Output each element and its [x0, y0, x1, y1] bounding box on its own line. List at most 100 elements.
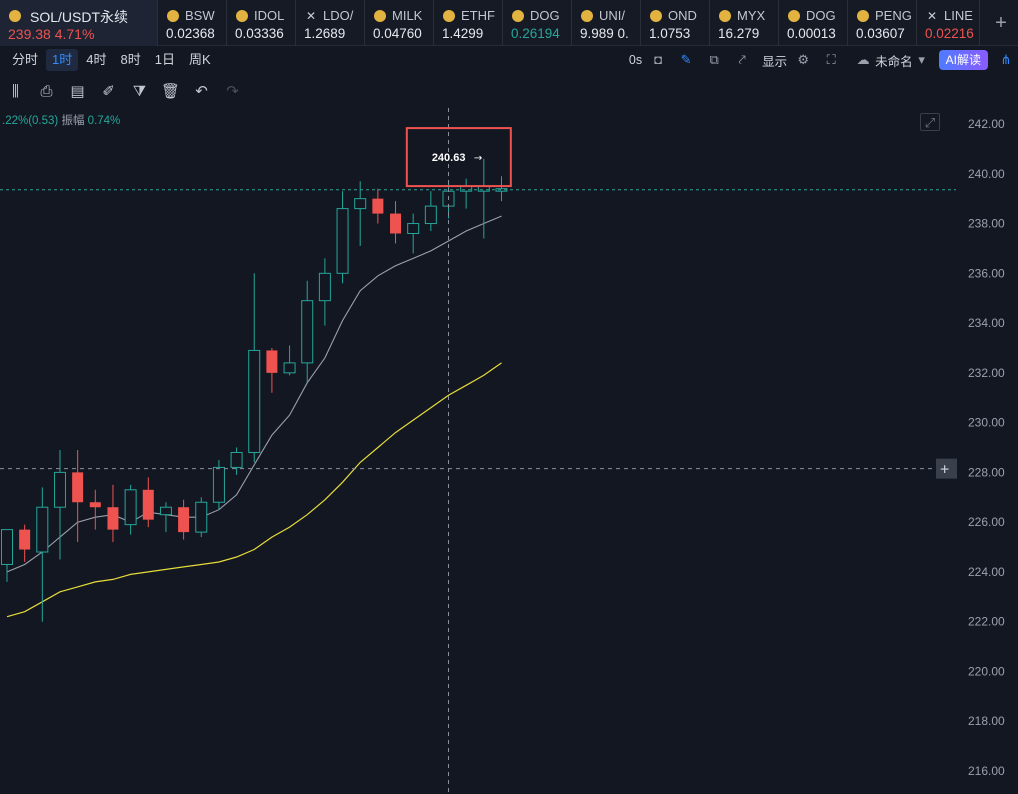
ticker-price: 1.2689 [304, 26, 346, 41]
ticker-symbol: ETHF [461, 8, 495, 23]
redo-icon[interactable]: ↷ [226, 83, 239, 100]
ticker-tab[interactable]: IDOL 0.03336 [227, 0, 296, 46]
ticker-tab[interactable]: ✕ LINE 0.02216 [917, 0, 980, 46]
undo-icon[interactable]: ↶ [195, 83, 208, 100]
ticker-price: 1.4299 [442, 26, 484, 41]
price-axis-panel [957, 108, 1018, 794]
highlight-box [405, 127, 512, 188]
ticker-price: 0.03607 [856, 26, 905, 41]
ticker-price: 9.989 0. [580, 26, 629, 41]
arrow-right-icon: → [474, 153, 482, 164]
candle-body [53, 471, 66, 508]
chevron-down-icon[interactable]: ▾ [918, 52, 925, 67]
expand-icon[interactable]: ⤢ [920, 113, 940, 131]
x-icon: ✕ [305, 9, 317, 23]
candle-body [390, 213, 402, 234]
x-icon: ✕ [926, 9, 938, 23]
ticker-tab[interactable]: ETHF 1.4299 [434, 0, 503, 46]
amplitude-label: 振幅 [61, 115, 85, 127]
coin-icon [167, 10, 179, 22]
coin-icon [719, 10, 731, 22]
ticker-symbol: LINE [944, 8, 973, 23]
settings-icon[interactable]: ⚙ [797, 52, 809, 67]
ticker-price: 0.00013 [787, 26, 836, 41]
trash-icon[interactable]: 🗑 [160, 83, 181, 100]
ticker-tab[interactable]: DOG 0.26194 [503, 0, 572, 46]
y-tick-label: 234.00 [968, 316, 1005, 330]
ticker-tab[interactable]: PENG 0.03607 [848, 0, 917, 46]
y-tick-label: 216.00 [968, 764, 1005, 778]
ma-long-line [6, 362, 502, 618]
candle-body [159, 506, 172, 516]
ticker-symbol: DOG [806, 8, 836, 23]
fullscreen-icon[interactable]: ⛶ [826, 52, 836, 67]
template-icon[interactable]: ▤ [70, 83, 85, 100]
share-icon[interactable]: ⤤ [738, 52, 746, 67]
layout-name[interactable]: 未命名 [875, 54, 913, 69]
ticker-price: 1.0753 [649, 26, 691, 41]
new-window-icon[interactable]: ⧉ [709, 52, 719, 67]
draw-tools-icon[interactable]: ✐ [102, 83, 115, 100]
toolbar-right: 0s ◘ ✎ ⧉ ⤤ 显示 ⚙ ⛶ ☁ 未命名 ▾ AI解读 ⋔ [621, 46, 1018, 74]
ticker-symbol: SOL/USDT永续 [30, 9, 129, 25]
candle-body [178, 507, 190, 533]
crosshair-add-button [936, 458, 957, 479]
candle-body [336, 208, 349, 274]
y-tick-label: 224.00 [968, 565, 1005, 579]
ticker-price: 239.38 4.71% [8, 26, 95, 42]
candle-body [318, 272, 331, 302]
ticker-symbol: BSW [185, 8, 215, 23]
ticker-symbol: MILK [392, 8, 423, 23]
add-ticker-button[interactable]: + [995, 12, 1007, 34]
ticker-tab[interactable]: UNI/9.989 0. [572, 0, 641, 46]
share-nodes-icon[interactable]: ⋔ [1000, 52, 1012, 67]
ticker-symbol: LDO/ [323, 8, 354, 23]
ticker-tab-sol[interactable]: SOL/USDT永续 239.38 4.71% [0, 0, 158, 46]
filter-icon[interactable]: ⧩ [132, 83, 147, 100]
ticker-symbol: DOG [530, 8, 560, 23]
timeframe-button[interactable]: 分时 [12, 52, 39, 67]
ticker-symbol: OND [668, 8, 697, 23]
ma-short-line [6, 215, 502, 573]
display-button[interactable]: 显示 [762, 54, 788, 69]
ticker-tab[interactable]: MYX 16.279 [710, 0, 779, 46]
ticker-price: 0.04760 [373, 26, 422, 41]
timeframe-button[interactable]: 周K [188, 52, 211, 67]
timeframe-button-active[interactable]: 1时 [46, 49, 79, 71]
ticker-tab[interactable]: OND 1.0753 [641, 0, 710, 46]
pencil-icon[interactable]: ✎ [680, 52, 692, 67]
ticker-price: 0.26194 [511, 26, 560, 41]
candle-type-icon[interactable]: ⫼ [12, 83, 19, 100]
high-price-annotation: 240.63 [432, 152, 466, 164]
candle-body [19, 529, 31, 550]
y-tick-label: 222.00 [968, 615, 1005, 629]
indicator-icon[interactable]: ⎙ [40, 83, 53, 100]
candle-body [301, 300, 314, 364]
timeframe-button[interactable]: 4时 [86, 52, 107, 67]
candle-body [230, 451, 243, 468]
candle-body [266, 350, 278, 373]
ticker-bar: SOL/USDT永续 239.38 4.71% BSW 0.02368 IDOL 0… [0, 0, 1018, 46]
y-tick-label: 230.00 [968, 416, 1005, 430]
timeframe-button[interactable]: 1日 [154, 52, 175, 67]
candle-body [89, 502, 101, 508]
candle-body [124, 489, 137, 526]
sol-coin-icon [9, 10, 21, 22]
ticker-tab[interactable]: MILK 0.04760 [365, 0, 434, 46]
cloud-icon[interactable]: ☁ [856, 52, 870, 67]
candle-change: .22%(0.53) [2, 115, 59, 127]
y-tick-label: 228.00 [968, 465, 1005, 479]
ticker-tab[interactable]: BSW 0.02368 [158, 0, 227, 46]
ticker-tab[interactable]: ✕ LDO/1.2689 [296, 0, 365, 46]
candle-body [354, 198, 367, 210]
amplitude-value: 0.74% [87, 115, 121, 127]
candle-body [1, 529, 13, 565]
ticker-tab[interactable]: DOG 0.00013 [779, 0, 848, 46]
camera-icon[interactable]: ◘ [654, 52, 663, 67]
candle-body [212, 466, 225, 503]
drawing-toolbar: ⫼ ⎙ ▤ ✐ ⧩ 🗑 ↶ ↷ [0, 76, 260, 108]
ticker-symbol: MYX [737, 8, 766, 23]
timeframe-button[interactable]: 8时 [120, 52, 141, 67]
ai-analysis-button[interactable]: AI解读 [938, 50, 988, 70]
